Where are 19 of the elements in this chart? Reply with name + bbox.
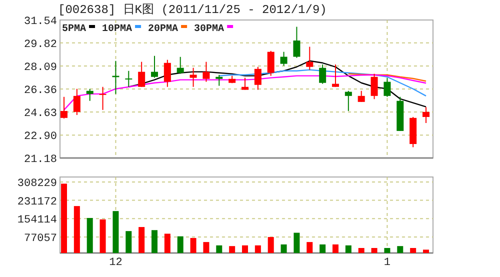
x-tick-label: 12 [109,257,122,269]
y-tick-label: 21.18 [24,154,57,166]
y-tick-label: 22.90 [24,131,57,144]
legend-label: 20PMA [148,24,178,35]
line-series [348,73,427,82]
y-tick-label: 77057 [24,233,57,246]
y-tick-label: 26.36 [24,85,57,97]
chart-title: [002638] 日K图 (2011/11/25 - 2012/1/9) [58,3,327,17]
y-tick-label: 308229 [17,178,57,190]
y-tick-label: 28.09 [24,62,57,74]
y-tick-label: 154114 [17,214,58,227]
legend-label: 10PMA [102,24,132,35]
legend-label: 30PMA [194,24,224,35]
y-tick-label: 24.63 [24,108,57,120]
y-tick-label: 31.54 [24,16,58,28]
legend-label: 5PMA [62,24,86,35]
y-tick-label: 29.82 [24,38,57,51]
y-tick-label: 231172 [17,196,57,208]
x-tick-label: 1 [384,257,391,269]
